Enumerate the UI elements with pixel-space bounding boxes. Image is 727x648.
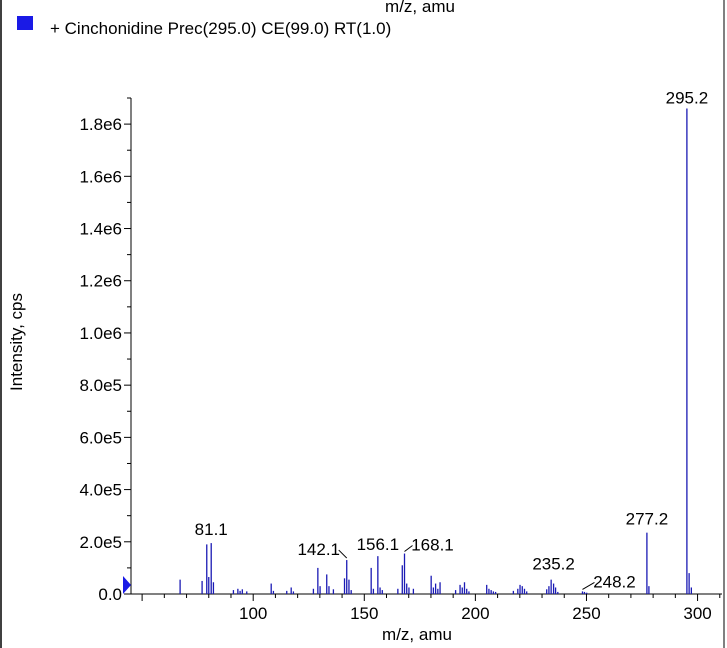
baseline-marker-icon xyxy=(123,576,131,594)
y-tick-label: 1.0e6 xyxy=(79,324,122,343)
y-tick-label: 2.0e5 xyxy=(79,533,122,552)
y-tick-label: 8.0e5 xyxy=(79,376,122,395)
legend-label: + Cinchonidine Prec(295.0) CE(99.0) RT(1… xyxy=(50,19,391,38)
y-tick-label: 6.0e5 xyxy=(79,428,122,447)
x-tick-label: 300 xyxy=(683,604,711,623)
peak-label: 142.1 xyxy=(297,540,340,559)
peak-label: 235.2 xyxy=(532,555,575,574)
x-tick-label: 150 xyxy=(350,604,378,623)
peak-label: 248.2 xyxy=(593,572,636,591)
x-axis-ticks: 100 150 200 250 300 xyxy=(141,594,721,623)
peak-label: 81.1 xyxy=(195,520,228,539)
x-tick-label: 200 xyxy=(461,604,489,623)
cut-off-title: m/z, amu xyxy=(385,0,455,16)
x-tick-label: 100 xyxy=(239,604,267,623)
spectrum-peaks xyxy=(179,108,692,594)
y-tick-label: 0.0 xyxy=(98,585,122,604)
annotation-leader-line xyxy=(338,549,348,559)
y-tick-label: 4.0e5 xyxy=(79,481,122,500)
y-tick-label: 1.4e6 xyxy=(79,220,122,239)
peak-label: 277.2 xyxy=(626,510,669,529)
peak-label: 156.1 xyxy=(357,535,400,554)
x-axis-title: m/z, amu xyxy=(382,625,452,644)
peak-label: 295.2 xyxy=(666,88,709,107)
peak-label: 168.1 xyxy=(411,536,454,555)
x-tick-label: 250 xyxy=(572,604,600,623)
peak-annotations: 81.1 142.1 156.1 168.1 235.2 248.2 277.2 295.2 xyxy=(195,88,709,591)
annotation-leader-line xyxy=(404,545,413,552)
y-tick-label: 1.8e6 xyxy=(79,115,122,134)
y-axis-title: Intensity, cps xyxy=(7,293,26,391)
y-tick-label: 1.2e6 xyxy=(79,272,122,291)
annotation-leader-line xyxy=(582,581,595,590)
y-tick-label: 1.6e6 xyxy=(79,167,122,186)
legend-swatch xyxy=(17,16,33,30)
y-axis-ticks: 0.0 2.0e5 4.0e5 6.0e5 8.0e5 1.0e6 1.2e6 1.4e6 1.… xyxy=(79,97,131,604)
